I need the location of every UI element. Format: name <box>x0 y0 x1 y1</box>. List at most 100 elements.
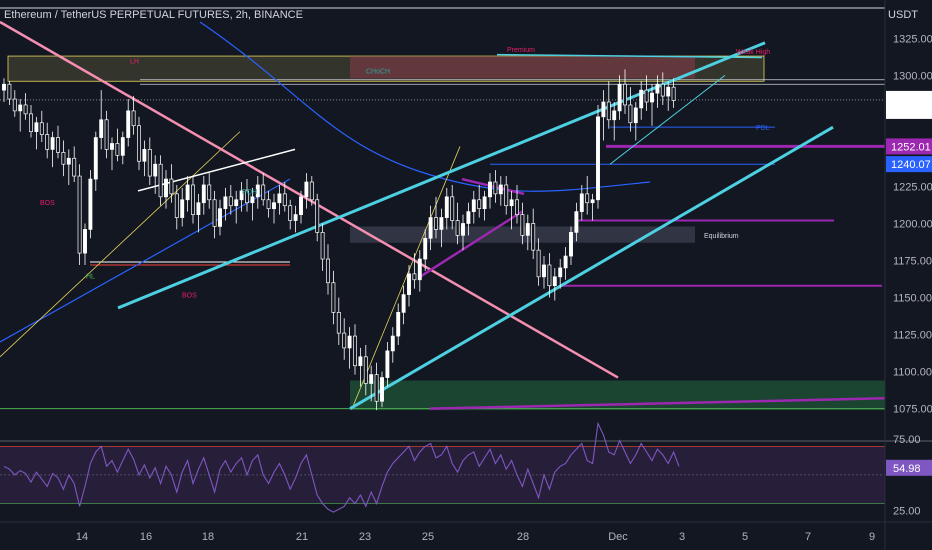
price-tick-7: 1150.00 <box>893 293 932 305</box>
candle-body-108 <box>585 193 590 204</box>
price-tick-1: 1300.00 <box>893 70 932 82</box>
candle-body-69 <box>374 374 379 402</box>
candle-49 <box>266 190 271 218</box>
weak-high-label: Weak High <box>736 49 770 56</box>
candle-118 <box>639 81 644 120</box>
candle-body-61 <box>331 282 336 313</box>
candle-3 <box>18 99 23 132</box>
candle-body-45 <box>245 190 249 204</box>
candle-25 <box>137 116 141 171</box>
candle-62 <box>336 297 341 345</box>
candle-20 <box>110 137 114 171</box>
candle-body-17 <box>93 137 98 180</box>
candle-body-41 <box>223 196 228 210</box>
candle-body-4 <box>23 104 28 115</box>
candle-body-28 <box>153 163 158 177</box>
candle-body-27 <box>147 149 152 177</box>
candle-body-98 <box>531 223 536 251</box>
candle-body-124 <box>671 86 676 101</box>
last-price-badge: 1283.41 <box>893 94 932 106</box>
candle-65 <box>353 324 357 375</box>
candle-22 <box>120 131 125 165</box>
candle-body-32 <box>174 193 179 218</box>
candle-106 <box>574 202 579 242</box>
zones-layer <box>0 55 885 411</box>
time-tick-6: 28 <box>517 531 529 543</box>
candle-38 <box>207 173 212 209</box>
candle-body-24 <box>131 110 136 127</box>
candle-74 <box>401 285 406 325</box>
candle-body-118 <box>639 89 644 109</box>
candle-body-75 <box>407 273 411 295</box>
magenta-base <box>429 397 886 410</box>
candle-body-92 <box>498 184 503 195</box>
candle-body-84 <box>455 220 460 236</box>
candle-body-21 <box>115 143 120 156</box>
candle-body-109 <box>590 199 595 204</box>
candle-body-0 <box>2 83 6 91</box>
candle-body-26 <box>142 149 147 162</box>
candle-73 <box>396 303 401 345</box>
candle-95 <box>515 184 519 224</box>
candle-84 <box>455 202 460 245</box>
candle-94 <box>509 190 514 230</box>
candle-98 <box>531 208 536 260</box>
candle-body-7 <box>39 122 44 135</box>
time-tick-9: 5 <box>742 531 748 543</box>
candle-body-56 <box>304 181 309 198</box>
candle-46 <box>250 187 255 221</box>
candle-0 <box>2 78 6 102</box>
candle-24 <box>131 96 136 135</box>
candle-body-31 <box>169 178 174 195</box>
candle-body-121 <box>655 83 660 94</box>
candle-19 <box>104 110 109 159</box>
level-b-badge: 1240.07 <box>891 159 931 171</box>
candle-47 <box>255 176 260 209</box>
candle-59 <box>320 223 325 271</box>
candle-117 <box>633 102 638 141</box>
cyan-thin <box>609 74 726 165</box>
equilibrium-label: Equilibrium <box>704 233 739 240</box>
rsi-tick-0: 75.00 <box>893 434 921 446</box>
candle-body-15 <box>83 229 87 254</box>
candle-body-123 <box>666 86 671 97</box>
candle-body-99 <box>536 249 541 278</box>
candle-91 <box>493 170 498 203</box>
candle-16 <box>88 170 93 239</box>
candle-body-64 <box>347 335 352 349</box>
candle-body-105 <box>569 232 573 257</box>
bos-label: BOS <box>40 200 55 207</box>
time-tick-1: 16 <box>140 531 152 543</box>
candle-30 <box>164 170 168 209</box>
candle-39 <box>212 190 217 239</box>
candle-78 <box>423 229 428 271</box>
price-tick-6: 1175.00 <box>893 256 932 268</box>
candle-42 <box>228 184 233 215</box>
candle-88 <box>477 184 482 218</box>
candle-80 <box>434 196 438 239</box>
candle-68 <box>369 365 374 402</box>
candle-28 <box>153 155 158 194</box>
candle-body-51 <box>277 193 282 204</box>
candle-body-2 <box>12 98 17 112</box>
candle-64 <box>347 327 352 369</box>
choch-label: CHoCH <box>366 68 390 75</box>
candle-body-114 <box>617 83 622 112</box>
candle-4 <box>23 93 28 120</box>
candle-body-103 <box>558 267 563 278</box>
candle-53 <box>288 199 293 230</box>
pdl-label: PDL <box>756 125 770 132</box>
candle-67 <box>363 344 368 396</box>
premium-label: Premium <box>507 47 535 54</box>
candle-body-67 <box>363 356 368 384</box>
candle-body-100 <box>542 264 546 278</box>
candle-body-20 <box>110 143 114 150</box>
candle-51 <box>277 184 282 215</box>
candle-11 <box>61 140 66 177</box>
pink-downtrend <box>0 20 619 379</box>
candle-107 <box>579 184 584 221</box>
ma-curve <box>199 21 651 192</box>
candle-body-52 <box>282 193 287 207</box>
candle-32 <box>174 184 179 230</box>
